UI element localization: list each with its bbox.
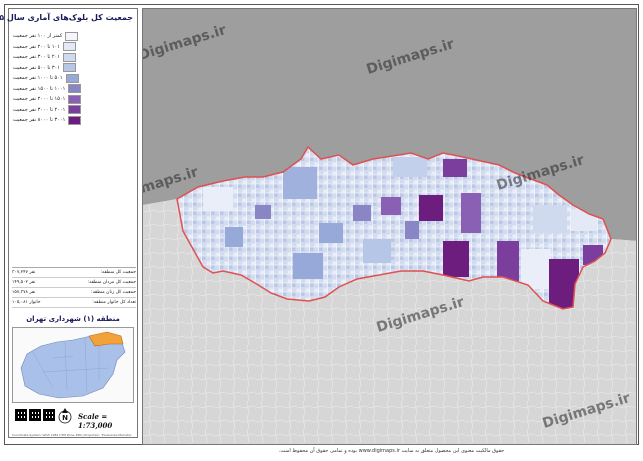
- legend-item: ۱۰۱ تا ۲۰۰ نفر جمعیت: [13, 42, 135, 53]
- district-boundary: [176, 145, 612, 310]
- district-1-highlight: [88, 331, 124, 347]
- qr-code-icon: [15, 409, 27, 421]
- stat-row: ۳۰۷,۲۴۷ نفر جمعیت کل منطقه:: [12, 268, 136, 278]
- stat-row: ۱۰۵,۰۸۱ خانوار تعداد کل خانوار منطقه:: [12, 298, 136, 308]
- region-title: منطقه (۱) شهرداری تهران: [26, 315, 120, 323]
- legend-swatch: [65, 31, 79, 41]
- stat-value: ۱۵۷,۳۷۸ نفر: [12, 290, 36, 295]
- legend-title: جمعیت کل بلوک‌های آماری سال ۱۳۹۵: [0, 13, 133, 22]
- legend-label: ۱۰۱ تا ۲۰۰ نفر جمعیت: [13, 43, 60, 50]
- legend-item: ۲۰۱ تا ۳۰۰ نفر جمعیت: [13, 52, 135, 63]
- main-map-svg: [143, 9, 636, 444]
- stat-label: جمعیت کل مردان منطقه:: [87, 280, 136, 285]
- stat-row: ۱۴۹,۵۰۲ نفر جمعیت کل مردان منطقه:: [12, 278, 136, 288]
- main-map: Digimaps.ir Digimaps.ir Digimaps.ir Digi…: [142, 8, 637, 445]
- legend-item: ۱۰۰۱ تا ۱۵۰۰ نفر جمعیت: [13, 84, 135, 95]
- svg-text:N: N: [62, 414, 68, 422]
- stat-value: ۱۴۹,۵۰۲ نفر: [12, 280, 36, 285]
- legend-swatch: [68, 105, 82, 115]
- stat-label: جمعیت کل زنان منطقه:: [91, 290, 136, 295]
- stat-label: تعداد کل خانوار منطقه:: [92, 300, 136, 305]
- legend-item: ۳۰۱ تا ۵۰۰ نفر جمعیت: [13, 63, 135, 74]
- mountain-area: [143, 9, 636, 241]
- north-arrow-icon: N: [58, 408, 72, 424]
- legend-label: ۲۰۱ تا ۳۰۰ نفر جمعیت: [13, 54, 60, 61]
- legend-label: ۳۰۱ تا ۵۰۰ نفر جمعیت: [13, 64, 60, 71]
- legend-panel: جمعیت کل بلوک‌های آماری سال ۱۳۹۵ کمتر از…: [0, 8, 138, 438]
- legend-label: ۱۰۰۱ تا ۱۵۰۰ نفر جمعیت: [13, 85, 66, 92]
- qr-code-icon: [29, 409, 41, 421]
- legend-swatch: [68, 115, 82, 125]
- scale-label: Scale = 1:73,000: [78, 412, 113, 430]
- stat-value: ۱۰۵,۰۸۱ خانوار: [12, 300, 41, 305]
- map-info-box: N Scale = 1:73,000: [12, 407, 134, 433]
- legend-swatch: [62, 52, 76, 62]
- stat-row: ۱۵۷,۳۷۸ نفر جمعیت کل زنان منطقه:: [12, 288, 136, 298]
- stats-table: ۳۰۷,۲۴۷ نفر جمعیت کل منطقه: ۱۴۹,۵۰۲ نفر جمع…: [12, 267, 136, 308]
- legend-item: ۵۰۱ تا ۱۰۰۰ نفر جمعیت: [13, 73, 135, 84]
- copyright-footer: حقوق مالکیت معنوی این محصول متعلق به سای…: [278, 448, 505, 454]
- legend-swatch: [62, 63, 76, 73]
- legend-swatch: [68, 84, 82, 94]
- credits-text: Coordinate System: WGS 1984 UTM Zone 39N…: [12, 433, 132, 437]
- legend-label: کمتر از ۱۰۰ نفر جمعیت: [13, 33, 63, 40]
- legend-label: ۳۰۰۱ تا ۸۰۰۰ نفر جمعیت: [13, 117, 66, 124]
- surrounding-city: [143, 199, 636, 444]
- legend-item: ۳۰۰۱ تا ۸۰۰۰ نفر جمعیت: [13, 115, 135, 126]
- legend-label: ۲۰۰۱ تا ۳۰۰۰ نفر جمعیت: [13, 106, 66, 113]
- legend-item: کمتر از ۱۰۰ نفر جمعیت: [13, 31, 135, 42]
- legend-swatch: [65, 73, 79, 83]
- qr-code-icon: [43, 409, 55, 421]
- legend-swatch: [68, 94, 82, 104]
- legend-list: کمتر از ۱۰۰ نفر جمعیت ۱۰۱ تا ۲۰۰ نفر جمعی…: [13, 31, 135, 126]
- legend-label: ۱۵۰۱ تا ۲۰۰۰ نفر جمعیت: [13, 96, 66, 103]
- legend-label: ۵۰۱ تا ۱۰۰۰ نفر جمعیت: [13, 75, 63, 82]
- legend-swatch: [62, 42, 76, 52]
- stat-value: ۳۰۷,۲۴۷ نفر: [12, 270, 36, 275]
- locator-map: [12, 327, 134, 403]
- legend-item: ۱۵۰۱ تا ۲۰۰۰ نفر جمعیت: [13, 94, 135, 105]
- legend-item: ۲۰۰۱ تا ۳۰۰۰ نفر جمعیت: [13, 105, 135, 116]
- locator-map-svg: [20, 331, 126, 399]
- stat-label: جمعیت کل منطقه:: [100, 270, 136, 275]
